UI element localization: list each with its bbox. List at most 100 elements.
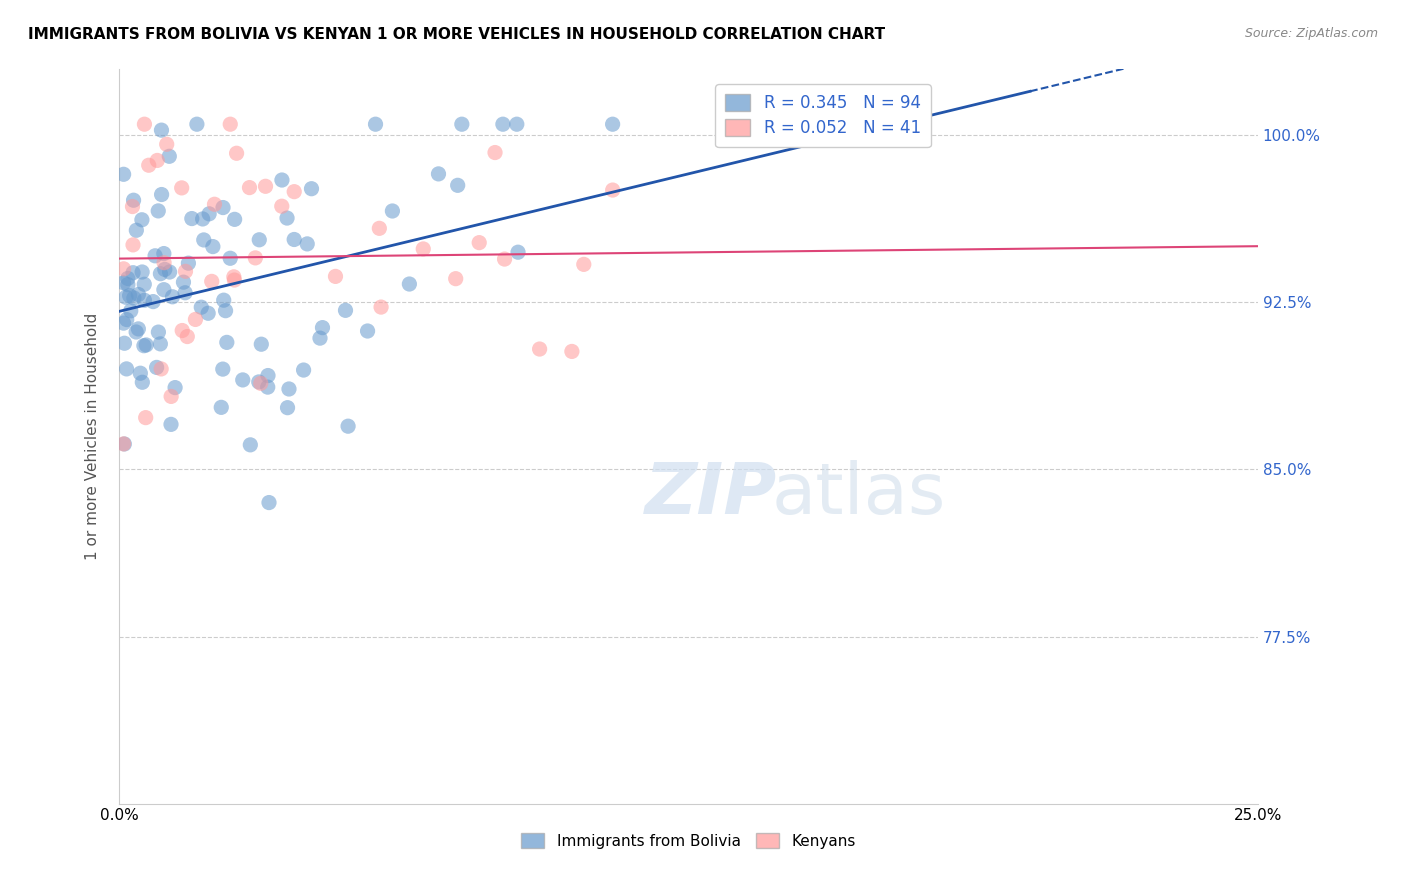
Immigrants from Bolivia <box>160 417 183 432</box>
Kenyans <box>529 342 551 356</box>
Kenyans <box>602 183 624 197</box>
Immigrants from Bolivia <box>219 252 242 266</box>
Immigrants from Bolivia <box>135 338 157 352</box>
Immigrants from Bolivia <box>131 376 153 390</box>
Immigrants from Bolivia <box>276 211 298 225</box>
Immigrants from Bolivia <box>191 211 214 226</box>
Immigrants from Bolivia <box>150 123 173 137</box>
Immigrants from Bolivia <box>120 303 142 318</box>
Immigrants from Bolivia <box>277 401 299 415</box>
Immigrants from Bolivia <box>118 288 141 302</box>
Immigrants from Bolivia <box>165 381 187 395</box>
Kenyans <box>484 145 506 160</box>
Immigrants from Bolivia <box>232 373 254 387</box>
Kenyans <box>204 197 226 211</box>
Immigrants from Bolivia <box>122 266 145 280</box>
Immigrants from Bolivia <box>256 380 278 394</box>
Y-axis label: 1 or more Vehicles in Household: 1 or more Vehicles in Household <box>86 312 100 559</box>
Kenyans <box>153 255 176 269</box>
Immigrants from Bolivia <box>112 316 135 330</box>
Immigrants from Bolivia <box>149 267 172 281</box>
Immigrants from Bolivia <box>131 265 153 279</box>
Immigrants from Bolivia <box>129 366 152 380</box>
Immigrants from Bolivia <box>177 256 200 270</box>
Kenyans <box>138 158 160 172</box>
Immigrants from Bolivia <box>157 149 180 163</box>
Immigrants from Bolivia <box>211 362 233 376</box>
Immigrants from Bolivia <box>492 117 515 131</box>
Kenyans <box>160 389 183 403</box>
Immigrants from Bolivia <box>150 187 173 202</box>
Immigrants from Bolivia <box>153 283 176 297</box>
Kenyans <box>494 252 516 266</box>
Kenyans <box>156 137 179 152</box>
Kenyans <box>219 117 242 131</box>
Kenyans <box>146 153 169 168</box>
Immigrants from Bolivia <box>131 212 153 227</box>
Immigrants from Bolivia <box>115 362 138 376</box>
Immigrants from Bolivia <box>337 419 360 434</box>
Immigrants from Bolivia <box>297 236 319 251</box>
Immigrants from Bolivia <box>335 303 357 318</box>
Kenyans <box>135 410 157 425</box>
Immigrants from Bolivia <box>145 360 167 375</box>
Kenyans <box>112 261 135 276</box>
Immigrants from Bolivia <box>186 117 208 131</box>
Kenyans <box>270 199 292 213</box>
Kenyans <box>444 271 467 285</box>
Immigrants from Bolivia <box>134 293 156 308</box>
Immigrants from Bolivia <box>197 306 219 320</box>
Immigrants from Bolivia <box>247 233 270 247</box>
Immigrants from Bolivia <box>174 285 197 300</box>
Immigrants from Bolivia <box>450 117 472 131</box>
Immigrants from Bolivia <box>127 322 149 336</box>
Immigrants from Bolivia <box>278 382 301 396</box>
Immigrants from Bolivia <box>112 276 135 290</box>
Immigrants from Bolivia <box>212 201 235 215</box>
Immigrants from Bolivia <box>153 262 176 277</box>
Kenyans <box>201 274 224 288</box>
Immigrants from Bolivia <box>364 117 387 131</box>
Legend: R = 0.345   N = 94, R = 0.052   N = 41: R = 0.345 N = 94, R = 0.052 N = 41 <box>716 84 931 147</box>
Immigrants from Bolivia <box>142 294 165 309</box>
Kenyans <box>225 146 247 161</box>
Immigrants from Bolivia <box>153 246 176 260</box>
Kenyans <box>122 238 145 252</box>
Immigrants from Bolivia <box>239 438 262 452</box>
Immigrants from Bolivia <box>247 375 270 389</box>
Immigrants from Bolivia <box>311 320 333 334</box>
Immigrants from Bolivia <box>114 336 136 351</box>
Immigrants from Bolivia <box>193 233 215 247</box>
Immigrants from Bolivia <box>117 271 139 285</box>
Kenyans <box>370 300 392 314</box>
Kenyans <box>134 117 156 131</box>
Kenyans <box>245 251 267 265</box>
Immigrants from Bolivia <box>506 117 529 131</box>
Immigrants from Bolivia <box>292 363 315 377</box>
Immigrants from Bolivia <box>122 291 145 305</box>
Immigrants from Bolivia <box>162 290 184 304</box>
Immigrants from Bolivia <box>506 245 529 260</box>
Immigrants from Bolivia <box>381 204 404 219</box>
Immigrants from Bolivia <box>180 211 202 226</box>
Kenyans <box>112 437 135 451</box>
Immigrants from Bolivia <box>112 167 135 181</box>
Immigrants from Bolivia <box>190 300 212 314</box>
Immigrants from Bolivia <box>212 293 235 308</box>
Immigrants from Bolivia <box>172 275 194 289</box>
Immigrants from Bolivia <box>117 277 139 292</box>
Immigrants from Bolivia <box>198 207 221 221</box>
Immigrants from Bolivia <box>125 325 148 339</box>
Immigrants from Bolivia <box>271 173 294 187</box>
Immigrants from Bolivia <box>148 325 170 339</box>
Immigrants from Bolivia <box>149 337 172 351</box>
Immigrants from Bolivia <box>283 232 305 246</box>
Kenyans <box>254 179 277 194</box>
Immigrants from Bolivia <box>115 312 138 326</box>
Kenyans <box>121 200 143 214</box>
Immigrants from Bolivia <box>447 178 470 193</box>
Kenyans <box>170 181 193 195</box>
Kenyans <box>174 264 197 278</box>
Immigrants from Bolivia <box>250 337 273 351</box>
Text: atlas: atlas <box>772 460 946 529</box>
